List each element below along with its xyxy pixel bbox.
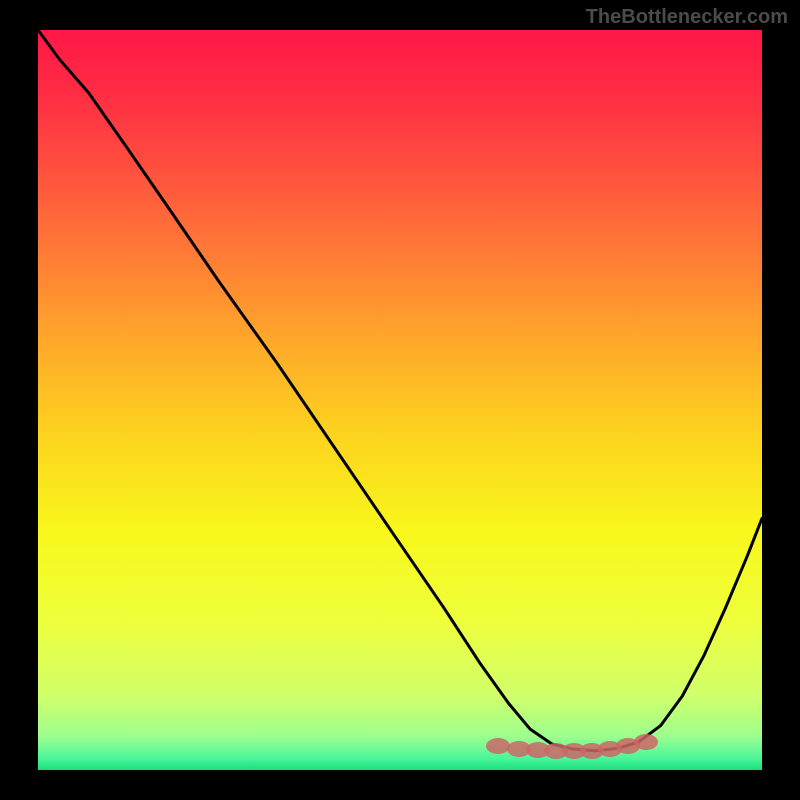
markers-layer [38, 30, 762, 770]
watermark-text: TheBottlenecker.com [586, 6, 788, 29]
plot-area [38, 30, 762, 770]
range-marker [634, 734, 658, 750]
chart-canvas: TheBottlenecker.com [0, 0, 800, 800]
range-marker [486, 738, 510, 754]
